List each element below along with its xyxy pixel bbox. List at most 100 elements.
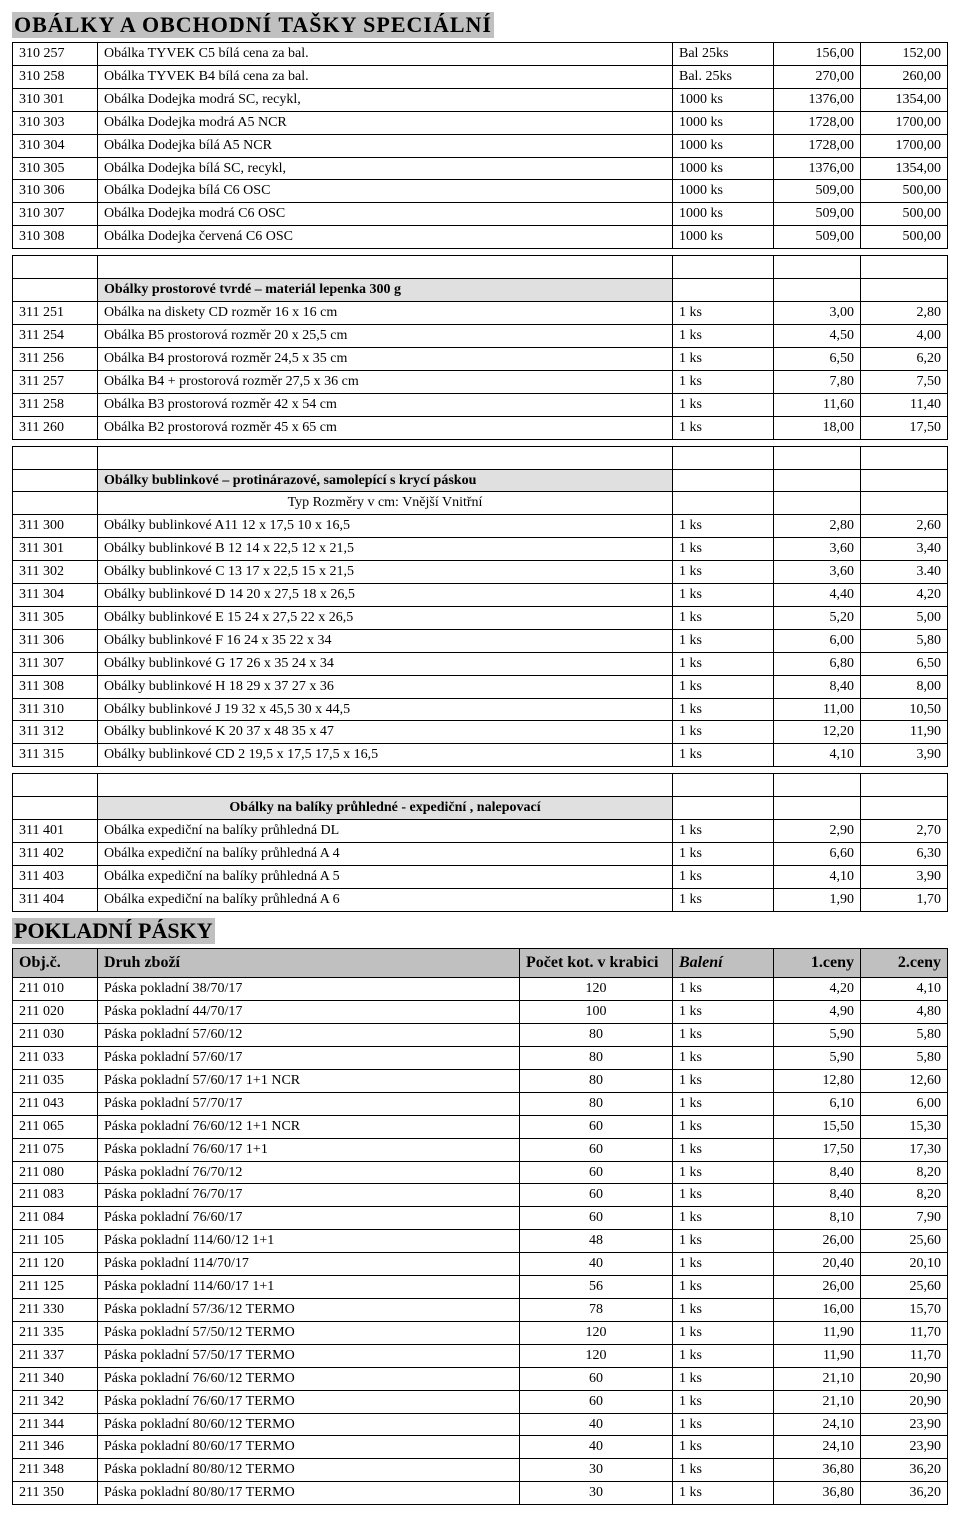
table-row: 311 251Obálka na diskety CD rozměr 16 x … bbox=[13, 302, 948, 325]
cell-price1: 24,10 bbox=[774, 1413, 861, 1436]
cell-desc: Páska pokladní 76/60/17 bbox=[98, 1207, 520, 1230]
table-row: 211 346Páska pokladní 80/60/17 TERMO401 … bbox=[13, 1436, 948, 1459]
cell-code: 311 312 bbox=[13, 721, 98, 744]
cell-code: 211 065 bbox=[13, 1115, 98, 1138]
cell-desc: Páska pokladní 80/60/17 TERMO bbox=[98, 1436, 520, 1459]
cell-price1: 20,40 bbox=[774, 1253, 861, 1276]
cell-price2: 4,10 bbox=[861, 978, 948, 1001]
cell-desc: Obálky bublinkové H 18 29 x 37 27 x 36 bbox=[98, 675, 673, 698]
cell-price2: 3,40 bbox=[861, 538, 948, 561]
cell-code: 311 310 bbox=[13, 698, 98, 721]
cell-desc: Páska pokladní 76/60/12 TERMO bbox=[98, 1367, 520, 1390]
cell-code: 211 030 bbox=[13, 1024, 98, 1047]
table-obalky-expedicni: Obálky na balíky průhledné - expediční ,… bbox=[12, 773, 948, 912]
cell-price1: 8,10 bbox=[774, 1207, 861, 1230]
cell-qty: 1 ks bbox=[673, 675, 774, 698]
table-row: 211 335Páska pokladní 57/50/12 TERMO1201… bbox=[13, 1321, 948, 1344]
cell-price2: 23,90 bbox=[861, 1436, 948, 1459]
cell-price1: 509,00 bbox=[774, 180, 861, 203]
table-row: 211 033Páska pokladní 57/60/17801 ks5,90… bbox=[13, 1047, 948, 1070]
cell-code: 311 403 bbox=[13, 866, 98, 889]
cell-qty: 1 ks bbox=[673, 584, 774, 607]
cell-kot: 78 bbox=[520, 1298, 673, 1321]
table-obalky-prostorove: Obálky prostorové tvrdé – materiál lepen… bbox=[12, 255, 948, 439]
cell-code: 311 315 bbox=[13, 744, 98, 767]
cell-price2: 2,70 bbox=[861, 820, 948, 843]
cell-qty: 1 ks bbox=[673, 1138, 774, 1161]
cell-code: 310 301 bbox=[13, 88, 98, 111]
table-row: 211 035Páska pokladní 57/60/17 1+1 NCR80… bbox=[13, 1069, 948, 1092]
table-row: 211 348Páska pokladní 80/80/12 TERMO301 … bbox=[13, 1459, 948, 1482]
cell-qty: 1 ks bbox=[673, 652, 774, 675]
cell-desc: Obálky bublinkové CD 2 19,5 x 17,5 17,5 … bbox=[98, 744, 673, 767]
cell-code: 310 307 bbox=[13, 203, 98, 226]
cell-price1: 6,60 bbox=[774, 843, 861, 866]
cell-price1: 4,40 bbox=[774, 584, 861, 607]
cell-code: 311 254 bbox=[13, 324, 98, 347]
cell-qty: 1000 ks bbox=[673, 226, 774, 249]
table-row: 311 257Obálka B4 + prostorová rozměr 27,… bbox=[13, 370, 948, 393]
typ-rozmer-header: Typ Rozměry v cm: Vnější Vnitřní bbox=[98, 492, 673, 515]
table-row: 311 304Obálky bublinkové D 14 20 x 27,5 … bbox=[13, 584, 948, 607]
cell-qty: 1 ks bbox=[673, 324, 774, 347]
cell-price1: 12,20 bbox=[774, 721, 861, 744]
table-header-row: Obj.č. Druh zboží Počet kot. v krabici B… bbox=[13, 948, 948, 977]
cell-price1: 6,80 bbox=[774, 652, 861, 675]
cell-kot: 80 bbox=[520, 1024, 673, 1047]
cell-desc: Páska pokladní 76/70/12 bbox=[98, 1161, 520, 1184]
page-title: OBÁLKY A OBCHODNÍ TAŠKY SPECIÁLNÍ bbox=[12, 12, 948, 38]
cell-qty: 1000 ks bbox=[673, 134, 774, 157]
table-row: 211 010Páska pokladní 38/70/171201 ks4,2… bbox=[13, 978, 948, 1001]
cell-code: 211 335 bbox=[13, 1321, 98, 1344]
cell-desc: Obálka Dodejka bílá C6 OSC bbox=[98, 180, 673, 203]
cell-desc: Obálka B2 prostorová rozměr 45 x 65 cm bbox=[98, 416, 673, 439]
cell-qty: 1 ks bbox=[673, 393, 774, 416]
cell-price1: 21,10 bbox=[774, 1390, 861, 1413]
cell-price2: 5,80 bbox=[861, 1024, 948, 1047]
cell-desc: Obálka B3 prostorová rozměr 42 x 54 cm bbox=[98, 393, 673, 416]
cell-qty: 1 ks bbox=[673, 347, 774, 370]
cell-price2: 6,00 bbox=[861, 1092, 948, 1115]
cell-price1: 8,40 bbox=[774, 1184, 861, 1207]
cell-code: 311 306 bbox=[13, 629, 98, 652]
section-title-prostorove: Obálky prostorové tvrdé – materiál lepen… bbox=[98, 279, 673, 302]
cell-code: 310 308 bbox=[13, 226, 98, 249]
cell-price1: 36,80 bbox=[774, 1482, 861, 1505]
cell-desc: Obálka TYVEK C5 bílá cena za bal. bbox=[98, 43, 673, 66]
cell-price1: 1,90 bbox=[774, 888, 861, 911]
cell-code: 311 302 bbox=[13, 561, 98, 584]
cell-price2: 500,00 bbox=[861, 203, 948, 226]
cell-desc: Obálky bublinkové J 19 32 x 45,5 30 x 44… bbox=[98, 698, 673, 721]
cell-desc: Páska pokladní 57/50/12 TERMO bbox=[98, 1321, 520, 1344]
cell-code: 211 010 bbox=[13, 978, 98, 1001]
col-cena1: 1.ceny bbox=[774, 948, 861, 977]
cell-qty: 1 ks bbox=[673, 1367, 774, 1390]
table-row: 310 258Obálka TYVEK B4 bílá cena za bal.… bbox=[13, 65, 948, 88]
cell-qty: 1 ks bbox=[673, 1001, 774, 1024]
cell-desc: Obálka expediční na balíky průhledná A 5 bbox=[98, 866, 673, 889]
cell-desc: Obálka expediční na balíky průhledná A 4 bbox=[98, 843, 673, 866]
table-obalky-special: 310 257Obálka TYVEK C5 bílá cena za bal.… bbox=[12, 42, 948, 249]
cell-price2: 1700,00 bbox=[861, 111, 948, 134]
cell-price2: 36,20 bbox=[861, 1482, 948, 1505]
cell-qty: 1 ks bbox=[673, 1321, 774, 1344]
cell-price2: 1354,00 bbox=[861, 88, 948, 111]
cell-price2: 36,20 bbox=[861, 1459, 948, 1482]
table-row: 211 075Páska pokladní 76/60/17 1+1601 ks… bbox=[13, 1138, 948, 1161]
table-row: 311 300Obálky bublinkové A11 12 x 17,5 1… bbox=[13, 515, 948, 538]
cell-qty: 1 ks bbox=[673, 1115, 774, 1138]
cell-qty: 1 ks bbox=[673, 1459, 774, 1482]
cell-price2: 20,90 bbox=[861, 1367, 948, 1390]
cell-qty: Bal 25ks bbox=[673, 43, 774, 66]
cell-code: 211 075 bbox=[13, 1138, 98, 1161]
cell-price2: 15,30 bbox=[861, 1115, 948, 1138]
cell-qty: 1 ks bbox=[673, 1276, 774, 1299]
cell-code: 310 303 bbox=[13, 111, 98, 134]
cell-kot: 60 bbox=[520, 1115, 673, 1138]
cell-kot: 120 bbox=[520, 978, 673, 1001]
cell-price2: 2,80 bbox=[861, 302, 948, 325]
cell-qty: 1000 ks bbox=[673, 111, 774, 134]
cell-price2: 500,00 bbox=[861, 180, 948, 203]
cell-qty: 1 ks bbox=[673, 1184, 774, 1207]
cell-desc: Obálky bublinkové B 12 14 x 22,5 12 x 21… bbox=[98, 538, 673, 561]
